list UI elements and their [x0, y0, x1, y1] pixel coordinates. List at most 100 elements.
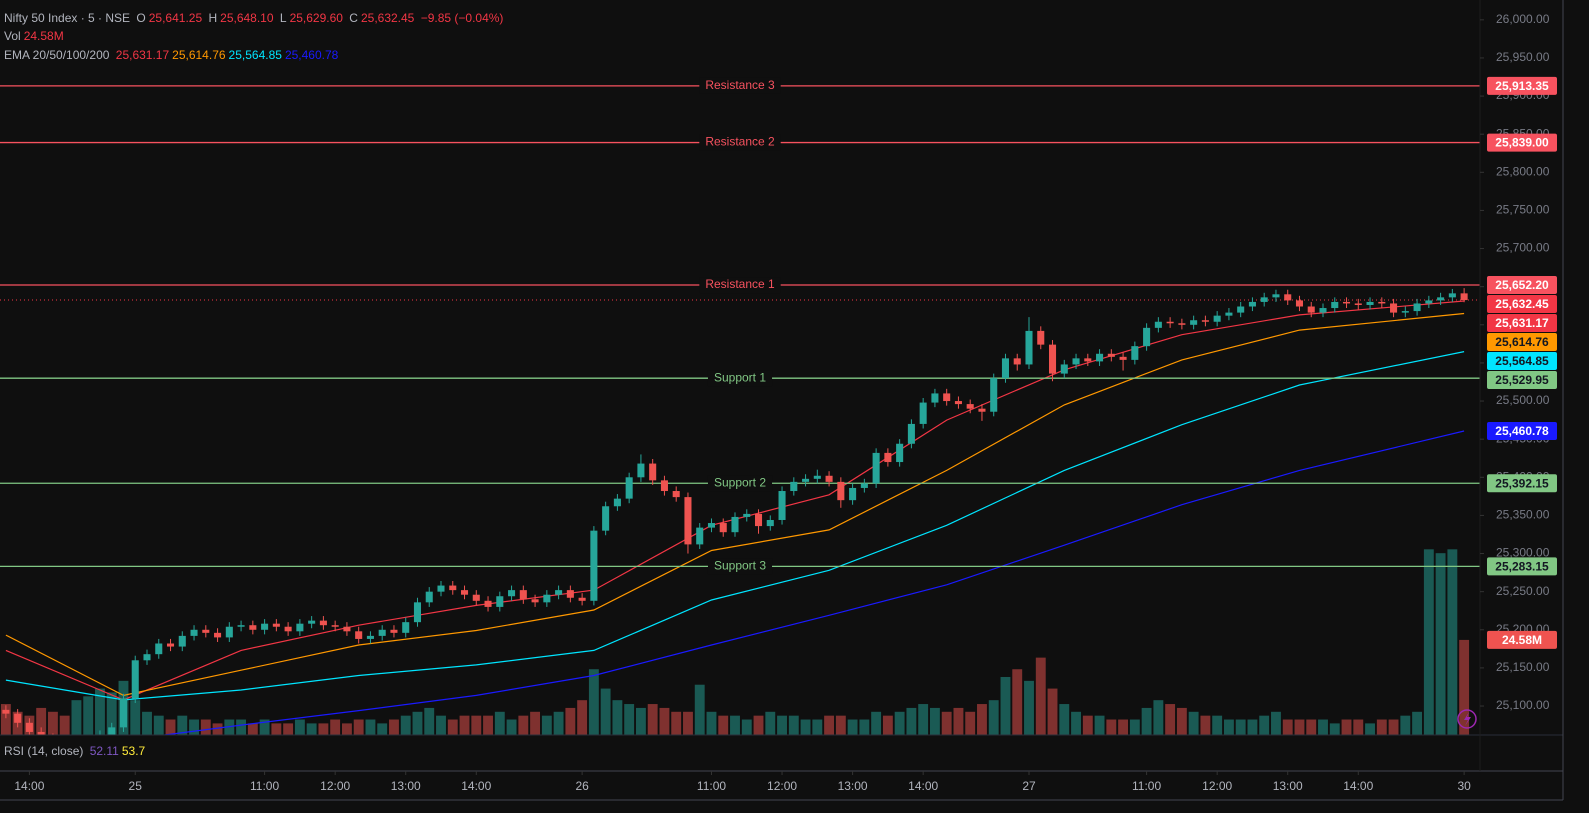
candle-body [1331, 301, 1339, 309]
price-label-box [1487, 352, 1557, 371]
volume-bar [1035, 657, 1046, 735]
price-label: 25,392.15 [1495, 476, 1549, 490]
candle-body [613, 498, 621, 507]
ema-title: EMA 20/50/100/200 [4, 48, 110, 62]
ema-value: 25,564.85 [228, 48, 282, 62]
candle-body [249, 625, 257, 630]
y-tick-label: 25,100.00 [1496, 698, 1550, 712]
level-name-bg [699, 277, 781, 294]
candle-body [1072, 358, 1080, 365]
volume-bar [577, 700, 588, 735]
volume-bar [506, 719, 517, 735]
candle-body [1237, 306, 1245, 313]
volume-bar [389, 719, 399, 735]
candle-body [1248, 301, 1256, 307]
volume-bar [1365, 723, 1375, 735]
candle-body [1107, 353, 1115, 357]
candle-body [472, 594, 480, 601]
candle-body [1307, 306, 1315, 313]
volume-bar [929, 707, 940, 735]
x-tick-label: 14:00 [14, 779, 44, 793]
candle-body [402, 622, 410, 633]
candle-body [896, 443, 904, 463]
volume-bar [341, 723, 352, 735]
legend-volume: Vol 24.58M [4, 29, 67, 43]
candle-body [696, 527, 704, 545]
price-label: 25,529.95 [1495, 373, 1549, 387]
candle-body [1143, 327, 1151, 347]
volume-bar [659, 707, 670, 735]
volume-bar [330, 719, 341, 735]
candle-body [1025, 330, 1033, 365]
volume-bar [424, 707, 435, 735]
candle-body [131, 660, 139, 699]
price-label: 25,913.35 [1495, 79, 1549, 93]
x-tick-label: 11:00 [697, 779, 726, 793]
volume-bar [1012, 669, 1023, 735]
candle-body [1295, 300, 1304, 307]
x-tick-label: 11:00 [1132, 779, 1161, 793]
candle-body [825, 475, 833, 482]
ema-value: 25,460.78 [284, 48, 339, 62]
volume-bar [130, 700, 141, 735]
candle-body [1260, 297, 1268, 302]
price-label: 25,564.85 [1495, 354, 1549, 368]
candle-body [884, 452, 892, 463]
candle-body [484, 600, 492, 607]
candle-body [143, 654, 151, 661]
candle-body [860, 483, 868, 488]
volume-bar [1282, 719, 1293, 735]
volume-bar [741, 719, 752, 735]
volume-bar [1353, 719, 1364, 735]
volume-bar [953, 707, 964, 735]
volume-bar [518, 715, 529, 735]
volume-bar [882, 715, 893, 735]
volume-bar [753, 715, 764, 735]
candle-body [1448, 293, 1456, 298]
volume-bar [612, 700, 623, 735]
volume-bar [1106, 719, 1117, 735]
volume-bar [1071, 711, 1081, 735]
candle-body [508, 590, 516, 597]
candle-body [343, 626, 351, 632]
alert-icon[interactable] [1457, 709, 1477, 729]
price-label: 25,631.17 [1495, 316, 1549, 330]
candle-body [1166, 321, 1174, 324]
candle-body [37, 731, 45, 735]
volume-bar [600, 688, 611, 735]
candle-body [155, 643, 163, 655]
volume-bar [165, 719, 176, 735]
volume-bar [1306, 719, 1317, 735]
volume-title: Vol [4, 29, 21, 43]
volume-bar [1223, 719, 1234, 735]
candle-body [425, 591, 433, 603]
volume-bar [824, 715, 835, 735]
alert-icon-bolt [1464, 712, 1471, 726]
volume-bar [835, 715, 846, 735]
candle-body [1048, 344, 1057, 374]
volume-bar [965, 711, 976, 735]
volume-bar [847, 719, 858, 735]
candle-body [778, 491, 786, 520]
volume-bar [47, 711, 58, 735]
volume-bar [83, 696, 94, 735]
candle-body [319, 620, 327, 626]
candle-body [578, 597, 586, 601]
volume-bar [459, 715, 470, 735]
volume-bar [153, 715, 164, 735]
volume-bar [859, 719, 870, 735]
ema-line [159, 430, 1465, 735]
candle-body [413, 602, 422, 623]
candle-body [166, 643, 175, 647]
candle-body [1272, 294, 1280, 298]
candle-body [460, 590, 469, 595]
volume-bar [941, 711, 952, 735]
volume-bar [142, 711, 152, 735]
level-name: Support 2 [714, 475, 766, 489]
x-tick-label: 13:00 [838, 779, 868, 793]
ema-line [5, 351, 1465, 701]
candle-body [1060, 364, 1068, 374]
volume-bar [412, 711, 423, 735]
candle-body [754, 513, 763, 527]
